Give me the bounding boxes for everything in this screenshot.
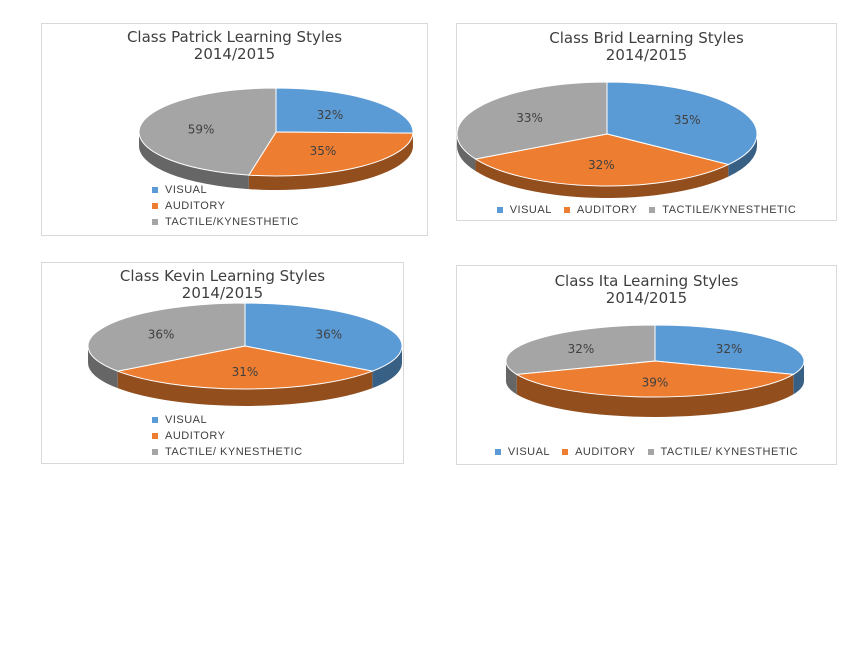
pie-slice-auditory — [247, 131, 414, 177]
legend-label: VISUAL — [507, 446, 551, 458]
legend-swatch — [152, 417, 158, 423]
legend-swatch — [152, 449, 158, 455]
pie-side-visual — [372, 346, 402, 389]
legend-label: VISUAL — [165, 184, 208, 196]
legend-item: AUDITORY — [562, 446, 635, 458]
title-line-1: Class Ita Learning Styles — [554, 272, 739, 290]
legend: VISUAL AUDITORY TACTILE/ KYNESTHETIC — [152, 412, 303, 460]
pie-side-visual — [728, 134, 757, 177]
pie-side-visual — [793, 361, 804, 395]
legend-label: TACTILE/KYNESTHETIC — [165, 216, 299, 228]
pie-plot: 32% 35% 59% — [138, 87, 414, 190]
legend-swatch — [494, 449, 501, 455]
title-line-2: 2014/2015 — [193, 45, 276, 63]
data-label: 32% — [588, 158, 615, 172]
chart-title: Class Patrick Learning Styles 2014/2015 — [42, 29, 427, 63]
pie-slice-tactile-kynesthetic — [87, 302, 246, 372]
data-label: 36% — [148, 327, 175, 341]
legend-label: TACTILE/KYNESTHETIC — [662, 204, 797, 216]
legend-swatch — [152, 203, 158, 209]
legend-swatch — [647, 449, 654, 455]
legend-item: AUDITORY — [152, 428, 303, 444]
data-label: 39% — [642, 376, 669, 390]
legend-swatch — [152, 219, 158, 225]
pie-plot: 36% 31% 36% — [87, 302, 403, 406]
title-line-2: 2014/2015 — [605, 46, 688, 64]
data-label: 35% — [310, 144, 337, 158]
legend: VISUAL AUDITORY TACTILE/ KYNESTHETIC — [457, 446, 836, 458]
legend-label: VISUAL — [509, 204, 552, 216]
legend-label: AUDITORY — [575, 446, 636, 458]
data-label: 35% — [674, 113, 701, 127]
pie-slice-auditory — [115, 345, 375, 390]
data-label: 32% — [716, 342, 743, 356]
legend-swatch — [152, 187, 158, 193]
legend-swatch — [563, 207, 570, 213]
pie-side-auditory — [516, 374, 794, 417]
chart-title: Class Kevin Learning Styles 2014/2015 — [42, 268, 403, 302]
chart-ita: Class Ita Learning Styles 2014/2015 32% 39… — [456, 265, 837, 465]
legend-swatch — [152, 433, 158, 439]
pie-slice-tactile-kynesthetic — [138, 87, 277, 176]
legend-swatch — [562, 449, 569, 455]
title-line-1: Class Brid Learning Styles — [549, 29, 744, 47]
pie-slice-auditory — [474, 133, 730, 187]
chart-title: Class Ita Learning Styles 2014/2015 — [457, 273, 836, 307]
data-label: 32% — [568, 342, 595, 356]
pie-side-auditory — [117, 371, 373, 406]
legend-item: VISUAL — [496, 204, 552, 216]
legend-label: AUDITORY — [576, 204, 638, 216]
pie-slice-visual — [654, 324, 805, 375]
pie-slice-tactile-kynesthetic — [456, 81, 608, 160]
title-line-2: 2014/2015 — [181, 284, 264, 302]
pie-slice-tactile-kynesthetic — [505, 324, 656, 375]
legend: VISUAL AUDITORY TACTILE/KYNESTHETIC — [457, 204, 836, 216]
pie-side-auditory — [475, 159, 729, 198]
legend: VISUAL AUDITORY TACTILE/KYNESTHETIC — [152, 182, 299, 230]
legend-label: TACTILE/ KYNESTHETIC — [660, 446, 799, 458]
pie-slice-visual — [275, 87, 414, 134]
legend-swatch — [649, 207, 656, 213]
pie-plot: 32% 39% 32% — [505, 324, 805, 417]
legend-swatch — [496, 207, 503, 213]
data-label: 33% — [516, 111, 543, 125]
legend-item: VISUAL — [152, 412, 303, 428]
legend-item: AUDITORY — [152, 198, 299, 214]
pie-side-tactile-kynesthetic — [506, 361, 517, 395]
title-line-2: 2014/2015 — [605, 289, 688, 307]
data-label: 32% — [317, 108, 344, 122]
data-label: 31% — [232, 365, 259, 379]
title-line-1: Class Kevin Learning Styles — [119, 267, 326, 285]
legend-label: VISUAL — [165, 414, 208, 426]
pie-side-tactile-kynesthetic — [139, 132, 249, 190]
pie-side-tactile-kynesthetic — [88, 346, 118, 389]
legend-item: TACTILE/ KYNESTHETIC — [152, 444, 303, 460]
legend-label: TACTILE/ KYNESTHETIC — [165, 446, 303, 458]
chart-title: Class Brid Learning Styles 2014/2015 — [457, 30, 836, 64]
title-line-1: Class Patrick Learning Styles — [126, 28, 343, 46]
pie-slice-visual — [606, 81, 758, 166]
legend-item: TACTILE/ KYNESTHETIC — [647, 446, 799, 458]
pie-slice-auditory — [515, 360, 795, 398]
data-label: 59% — [188, 123, 215, 137]
legend-label: AUDITORY — [165, 430, 226, 442]
legend-item: VISUAL — [152, 182, 299, 198]
legend-item: AUDITORY — [563, 204, 638, 216]
pie-slice-visual — [244, 302, 403, 372]
chart-patrick: Class Patrick Learning Styles 2014/2015 3… — [41, 23, 428, 236]
pie-plot: 35% 32% 33% — [456, 81, 758, 198]
legend-item: TACTILE/KYNESTHETIC — [649, 204, 796, 216]
chart-brid: Class Brid Learning Styles 2014/2015 35% 3… — [456, 23, 837, 221]
legend-label: AUDITORY — [165, 200, 226, 212]
legend-item: VISUAL — [494, 446, 551, 458]
data-label: 36% — [316, 327, 343, 341]
chart-kevin: Class Kevin Learning Styles 2014/2015 36%… — [41, 262, 404, 464]
legend-item: TACTILE/KYNESTHETIC — [152, 214, 299, 230]
